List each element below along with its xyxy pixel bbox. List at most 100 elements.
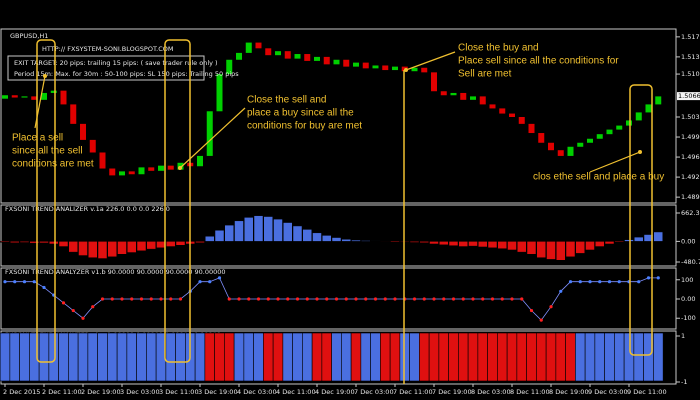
- candle: [236, 52, 242, 60]
- signal-bar: [58, 332, 69, 382]
- signal-bar: [545, 332, 557, 382]
- x-tick-label: 4 Dec 19:00: [315, 388, 355, 396]
- candle: [499, 108, 506, 114]
- info-line: Period 15m: Max. for 30m : 50-100 pips: …: [14, 70, 239, 78]
- histogram-bar: [10, 241, 20, 243]
- y-tick-label: 662.3: [681, 209, 700, 217]
- candle: [557, 150, 564, 156]
- trend-dot: [344, 297, 348, 301]
- trend-dot: [256, 297, 261, 301]
- histogram-bar: [331, 237, 342, 242]
- annotation: clos ethe sell and place a buy: [533, 172, 664, 183]
- trend-dot: [71, 308, 75, 313]
- candle: [255, 42, 262, 49]
- signal-bar: [292, 332, 303, 382]
- x-tick-label: 9 Dec 11:00: [627, 388, 667, 396]
- candle: [89, 139, 96, 153]
- candle: [421, 67, 428, 73]
- trend-dot: [305, 297, 309, 301]
- histogram-bar: [361, 240, 371, 242]
- signal-bar: [48, 332, 59, 382]
- trend-dot: [61, 301, 66, 305]
- x-tick-label: 9 Dec 03:00: [588, 388, 628, 396]
- info-line: EXIT TARGET: 20 pips: trailing 15 pips: …: [14, 59, 218, 67]
- histogram-bar: [88, 241, 98, 258]
- histogram-bar: [97, 241, 108, 259]
- annotation: Sell are met: [458, 69, 512, 80]
- signal-bar: [321, 332, 332, 382]
- histogram-bar: [429, 241, 439, 245]
- candle: [606, 129, 613, 135]
- trend-dot: [266, 297, 270, 301]
- candle: [635, 112, 642, 121]
- histogram-bar: [614, 241, 624, 243]
- signal-bar: [604, 332, 615, 382]
- trend-dot: [510, 297, 514, 301]
- candle: [460, 92, 467, 100]
- trend-dot: [100, 297, 105, 301]
- candle: [382, 65, 389, 71]
- trend-dot: [364, 297, 368, 301]
- candle: [197, 155, 203, 167]
- candle: [148, 167, 155, 171]
- y-tick-label: 1.49950: [681, 133, 700, 141]
- signal-bar: [389, 332, 401, 382]
- histogram-bar: [604, 241, 615, 245]
- trend-dot: [149, 297, 153, 301]
- x-tick-label: 3 Dec 19:00: [198, 388, 238, 396]
- trend-dot: [471, 297, 475, 301]
- histogram-bar: [507, 241, 517, 251]
- indicator-title: FXSONI TREND ANALYZER v1.b 90.0000 90.00…: [5, 268, 226, 276]
- y-tick-label: 1.50300: [681, 113, 700, 121]
- candle: [626, 120, 632, 126]
- trend-dot: [334, 297, 339, 301]
- x-tick-label: 4 Dec 11:00: [276, 388, 316, 396]
- signal-bar: [584, 332, 596, 382]
- candle: [567, 146, 574, 156]
- x-tick-label: 7 Dec 11:00: [393, 388, 433, 396]
- trend-dot: [559, 289, 563, 293]
- candle: [538, 133, 545, 143]
- signal-bar: [38, 332, 50, 382]
- histogram-bar: [409, 241, 420, 243]
- candle: [119, 171, 125, 176]
- candle: [548, 142, 554, 151]
- signal-bar: [438, 332, 449, 382]
- candle: [362, 62, 369, 69]
- candle: [138, 167, 145, 175]
- candle: [343, 59, 350, 67]
- trend-dot: [500, 297, 504, 301]
- histogram-bar: [624, 239, 634, 242]
- trend-dot: [159, 297, 163, 301]
- x-tick-label: 8 Dec 19:00: [549, 388, 589, 396]
- signal-bar: [428, 332, 440, 382]
- candle: [392, 66, 398, 71]
- histogram-bar: [156, 241, 166, 249]
- candle: [109, 168, 116, 176]
- histogram-bar: [653, 231, 663, 242]
- histogram-bar: [497, 241, 507, 249]
- histogram-bar: [205, 235, 215, 242]
- signal-bar: [233, 332, 245, 382]
- trend-dot: [442, 297, 446, 301]
- histogram-bar: [127, 241, 137, 253]
- histogram-bar: [478, 241, 488, 248]
- trend-dot: [315, 297, 319, 301]
- candle: [31, 96, 38, 100]
- signal-bar: [97, 332, 108, 382]
- trend-dot: [656, 276, 660, 280]
- signal-bar: [350, 332, 362, 382]
- histogram-bar: [273, 218, 283, 242]
- y-tick-label: 1.51050: [681, 70, 700, 78]
- signal-bar: [107, 332, 118, 382]
- trend-dot: [3, 280, 7, 284]
- trend-dot: [22, 280, 27, 284]
- trend-dot: [198, 280, 202, 284]
- candle: [216, 74, 223, 112]
- histogram-bar: [341, 238, 351, 242]
- last-price-label: 1.50665: [678, 92, 700, 100]
- signal-bar: [194, 332, 206, 382]
- candle: [226, 59, 233, 75]
- candle: [596, 134, 603, 139]
